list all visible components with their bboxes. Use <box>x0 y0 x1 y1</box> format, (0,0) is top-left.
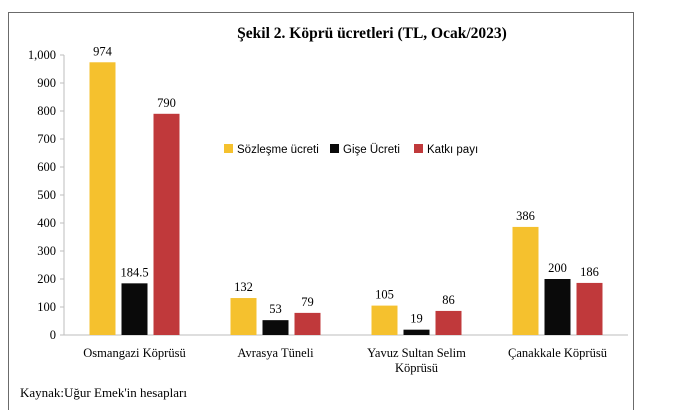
category-label-line: Çanakkale Köprüsü <box>508 346 608 360</box>
bar <box>544 279 571 335</box>
bar <box>153 113 180 335</box>
data-label: 200 <box>548 261 567 275</box>
data-label: 132 <box>234 280 253 294</box>
bar <box>230 298 257 335</box>
data-label: 790 <box>157 96 176 110</box>
category-label: Osmangazi Köprüsü <box>83 346 186 360</box>
legend-label: Gişe Ücreti <box>343 144 400 156</box>
y-tick-label: 700 <box>37 132 56 146</box>
y-tick-label: 200 <box>37 272 56 286</box>
legend-label: Katkı payı <box>427 144 478 156</box>
y-tick-label: 900 <box>37 76 56 90</box>
y-tick-label: 800 <box>37 104 56 118</box>
bar <box>576 282 603 335</box>
y-tick-label: 400 <box>37 216 56 230</box>
bar <box>403 329 430 335</box>
data-labels: 974 184.5 790 132 53 79 105 19 86 386 200 186 <box>93 44 599 325</box>
data-label: 53 <box>269 302 282 316</box>
bar <box>512 226 539 335</box>
category-label-line: Yavuz Sultan Selim <box>367 346 466 360</box>
data-label: 79 <box>301 295 314 309</box>
legend-swatch <box>414 144 423 153</box>
data-label: 19 <box>410 312 423 326</box>
category-label: Yavuz Sultan Selim Köprüsü <box>367 346 466 375</box>
data-label: 186 <box>580 265 599 279</box>
bar <box>121 283 148 335</box>
y-tick-label: 500 <box>37 188 56 202</box>
data-label: 86 <box>442 293 455 307</box>
data-label: 184.5 <box>120 265 148 279</box>
legend-swatch <box>224 144 233 153</box>
bar <box>262 320 289 335</box>
legend-swatch <box>330 144 339 153</box>
category-label-line: Osmangazi Köprüsü <box>83 346 186 360</box>
y-tick-label: 600 <box>37 160 56 174</box>
legend: Sözleşme ücreti Gişe Ücreti Katkı payı <box>224 144 478 156</box>
data-label: 386 <box>516 209 535 223</box>
category-label-line: Avrasya Tüneli <box>237 346 314 360</box>
data-label: 105 <box>375 288 394 302</box>
y-tick-label: 1,000 <box>28 48 56 62</box>
bars <box>89 62 603 335</box>
bar <box>371 305 398 335</box>
legend-label: Sözleşme ücreti <box>237 144 319 156</box>
axes: 0 100 200 300 400 500 600 700 800 900 1,000 Osmanga… <box>28 48 628 375</box>
category-label-line: Köprüsü <box>395 361 439 375</box>
category-label: Çanakkale Köprüsü <box>508 346 608 360</box>
bar <box>294 312 321 335</box>
y-tick-label: 300 <box>37 244 56 258</box>
category-label: Avrasya Tüneli <box>237 346 314 360</box>
y-tick-label: 100 <box>37 300 56 314</box>
data-label: 974 <box>93 44 113 58</box>
bar <box>435 310 462 335</box>
chart-frame <box>8 12 634 410</box>
y-tick-label: 0 <box>50 328 56 342</box>
source-note: Kaynak:Uğur Emek'in hesapları <box>20 385 187 400</box>
bar <box>89 62 116 335</box>
chart-title: Şekil 2. Köprü ücretleri (TL, Ocak/2023) <box>237 25 507 42</box>
